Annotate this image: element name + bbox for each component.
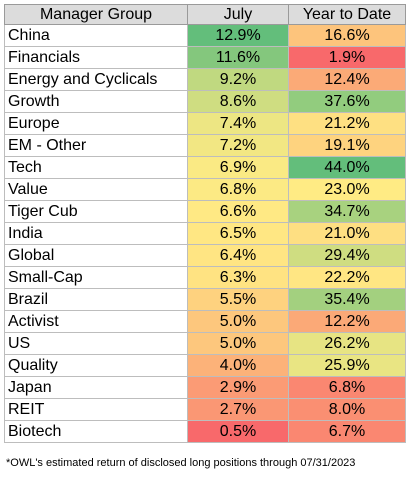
cell-july-return: 6.9%: [187, 156, 289, 179]
cell-july-return: 2.7%: [187, 398, 289, 421]
cell-manager-group: India: [4, 222, 188, 245]
table-row: Value 6.8% 23.0%: [4, 178, 406, 201]
cell-july-return: 2.9%: [187, 376, 289, 399]
header-july: July: [187, 4, 289, 25]
cell-ytd-return: 19.1%: [288, 134, 406, 157]
cell-ytd-return: 34.7%: [288, 200, 406, 223]
cell-manager-group: Activist: [4, 310, 188, 333]
table-row: Global 6.4% 29.4%: [4, 244, 406, 267]
table-row: EM - Other 7.2% 19.1%: [4, 134, 406, 157]
cell-manager-group: Tiger Cub: [4, 200, 188, 223]
cell-ytd-return: 29.4%: [288, 244, 406, 267]
cell-july-return: 8.6%: [187, 90, 289, 113]
cell-ytd-return: 6.7%: [288, 420, 406, 443]
cell-ytd-return: 25.9%: [288, 354, 406, 377]
cell-july-return: 5.0%: [187, 332, 289, 355]
header-manager-group: Manager Group: [4, 4, 188, 25]
table-row: Brazil 5.5% 35.4%: [4, 288, 406, 311]
cell-july-return: 7.4%: [187, 112, 289, 135]
cell-manager-group: Japan: [4, 376, 188, 399]
cell-ytd-return: 44.0%: [288, 156, 406, 179]
table-row: Quality 4.0% 25.9%: [4, 354, 406, 377]
table-row: China 12.9% 16.6%: [4, 24, 406, 47]
table-row: REIT 2.7% 8.0%: [4, 398, 406, 421]
cell-ytd-return: 21.2%: [288, 112, 406, 135]
cell-ytd-return: 6.8%: [288, 376, 406, 399]
cell-manager-group: US: [4, 332, 188, 355]
table-row: Energy and Cyclicals 9.2% 12.4%: [4, 68, 406, 91]
table-row: Financials 11.6% 1.9%: [4, 46, 406, 69]
cell-manager-group: China: [4, 24, 188, 47]
cell-july-return: 6.8%: [187, 178, 289, 201]
cell-july-return: 6.4%: [187, 244, 289, 267]
header-row: Manager Group July Year to Date: [4, 4, 406, 25]
table-row: Growth 8.6% 37.6%: [4, 90, 406, 113]
cell-ytd-return: 37.6%: [288, 90, 406, 113]
cell-july-return: 4.0%: [187, 354, 289, 377]
table-row: Small-Cap 6.3% 22.2%: [4, 266, 406, 289]
cell-ytd-return: 26.2%: [288, 332, 406, 355]
cell-july-return: 12.9%: [187, 24, 289, 47]
cell-ytd-return: 1.9%: [288, 46, 406, 69]
cell-ytd-return: 23.0%: [288, 178, 406, 201]
cell-ytd-return: 22.2%: [288, 266, 406, 289]
cell-manager-group: Small-Cap: [4, 266, 188, 289]
header-year-to-date: Year to Date: [288, 4, 406, 25]
cell-manager-group: Global: [4, 244, 188, 267]
footnote: *OWL's estimated return of disclosed lon…: [6, 457, 356, 469]
cell-manager-group: EM - Other: [4, 134, 188, 157]
table-row: Biotech 0.5% 6.7%: [4, 420, 406, 443]
returns-heatmap-table: Manager Group July Year to Date China 12.…: [4, 4, 406, 443]
table-row: Activist 5.0% 12.2%: [4, 310, 406, 333]
cell-manager-group: Biotech: [4, 420, 188, 443]
cell-manager-group: Tech: [4, 156, 188, 179]
cell-manager-group: Quality: [4, 354, 188, 377]
table-row: Tiger Cub 6.6% 34.7%: [4, 200, 406, 223]
cell-ytd-return: 12.2%: [288, 310, 406, 333]
returns-table-container: Manager Group July Year to Date China 12.…: [4, 4, 406, 443]
cell-ytd-return: 35.4%: [288, 288, 406, 311]
cell-manager-group: Growth: [4, 90, 188, 113]
table-body: China 12.9% 16.6% Financials 11.6% 1.9% Energy…: [4, 24, 406, 443]
cell-july-return: 6.3%: [187, 266, 289, 289]
cell-manager-group: Financials: [4, 46, 188, 69]
cell-ytd-return: 8.0%: [288, 398, 406, 421]
cell-july-return: 0.5%: [187, 420, 289, 443]
table-row: Europe 7.4% 21.2%: [4, 112, 406, 135]
cell-manager-group: Brazil: [4, 288, 188, 311]
cell-july-return: 5.5%: [187, 288, 289, 311]
cell-july-return: 11.6%: [187, 46, 289, 69]
cell-manager-group: Europe: [4, 112, 188, 135]
cell-july-return: 9.2%: [187, 68, 289, 91]
table-row: India 6.5% 21.0%: [4, 222, 406, 245]
table-row: Tech 6.9% 44.0%: [4, 156, 406, 179]
cell-ytd-return: 16.6%: [288, 24, 406, 47]
table-row: US 5.0% 26.2%: [4, 332, 406, 355]
cell-july-return: 6.5%: [187, 222, 289, 245]
cell-july-return: 7.2%: [187, 134, 289, 157]
cell-ytd-return: 21.0%: [288, 222, 406, 245]
cell-manager-group: Energy and Cyclicals: [4, 68, 188, 91]
cell-manager-group: REIT: [4, 398, 188, 421]
cell-july-return: 5.0%: [187, 310, 289, 333]
cell-ytd-return: 12.4%: [288, 68, 406, 91]
table-row: Japan 2.9% 6.8%: [4, 376, 406, 399]
cell-july-return: 6.6%: [187, 200, 289, 223]
cell-manager-group: Value: [4, 178, 188, 201]
